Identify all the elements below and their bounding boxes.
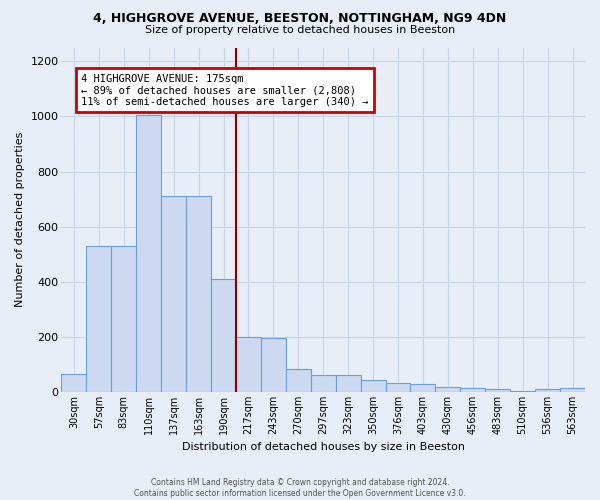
- Bar: [410, 384, 436, 392]
- Bar: [311, 375, 335, 392]
- Text: 4, HIGHGROVE AVENUE, BEESTON, NOTTINGHAM, NG9 4DN: 4, HIGHGROVE AVENUE, BEESTON, NOTTINGHAM…: [94, 12, 506, 26]
- Text: Contains HM Land Registry data © Crown copyright and database right 2024.
Contai: Contains HM Land Registry data © Crown c…: [134, 478, 466, 498]
- Text: Size of property relative to detached houses in Beeston: Size of property relative to detached ho…: [145, 25, 455, 35]
- Bar: [186, 196, 211, 392]
- Bar: [61, 374, 86, 392]
- Bar: [335, 375, 361, 392]
- Y-axis label: Number of detached properties: Number of detached properties: [15, 132, 25, 308]
- Bar: [236, 337, 261, 392]
- Bar: [136, 115, 161, 392]
- Bar: [161, 196, 186, 392]
- Bar: [460, 388, 485, 392]
- X-axis label: Distribution of detached houses by size in Beeston: Distribution of detached houses by size …: [182, 442, 465, 452]
- Bar: [560, 388, 585, 392]
- Bar: [485, 390, 510, 392]
- Bar: [112, 246, 136, 392]
- Bar: [361, 380, 386, 392]
- Bar: [386, 383, 410, 392]
- Text: 4 HIGHGROVE AVENUE: 175sqm
← 89% of detached houses are smaller (2,808)
11% of s: 4 HIGHGROVE AVENUE: 175sqm ← 89% of deta…: [82, 74, 369, 107]
- Bar: [286, 368, 311, 392]
- Bar: [86, 246, 112, 392]
- Bar: [261, 338, 286, 392]
- Bar: [211, 279, 236, 392]
- Bar: [436, 386, 460, 392]
- Bar: [535, 390, 560, 392]
